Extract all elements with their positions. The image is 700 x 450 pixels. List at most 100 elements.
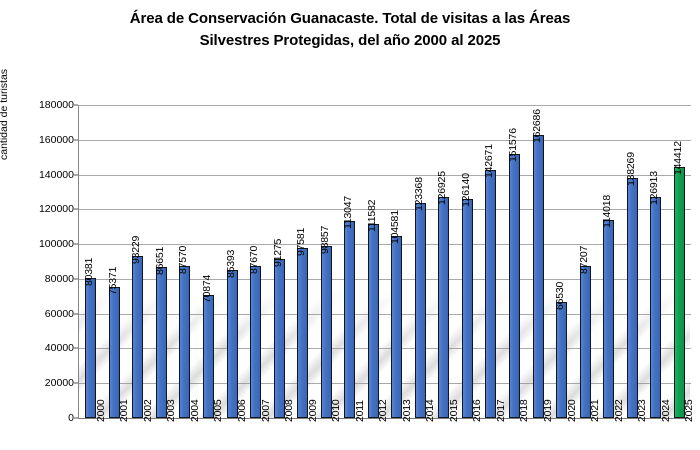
gridline xyxy=(79,209,691,211)
y-axis-tick-label: 80000 xyxy=(44,272,74,285)
bar[interactable] xyxy=(626,177,638,418)
x-axis-tick-label: 2002 xyxy=(141,399,154,422)
gridline xyxy=(79,348,691,350)
chart-title-line-2: Silvestres Protegidas, del año 2000 al 2… xyxy=(199,32,501,49)
x-axis-tick-label: 2000 xyxy=(94,399,107,422)
bar-value-label: 97581 xyxy=(295,228,308,257)
plot-area: 80381 75371 93229 86651 87570 70874 85393 87670… xyxy=(78,105,691,419)
x-axis-tick-label: 2005 xyxy=(212,399,225,422)
bar[interactable] xyxy=(391,236,403,418)
chart-title-line-1: Área de Conservación Guanacaste. Total d… xyxy=(129,10,571,27)
bar-value-label: 144412 xyxy=(671,141,684,175)
bar[interactable] xyxy=(673,166,685,418)
bar-value-label: 114018 xyxy=(601,194,614,228)
bar[interactable] xyxy=(132,255,144,418)
y-axis-tick-label: 40000 xyxy=(44,342,74,355)
bar-value-label: 75371 xyxy=(106,266,119,295)
bar[interactable] xyxy=(532,135,544,418)
bar[interactable] xyxy=(579,266,591,418)
y-axis-tick-label: 180000 xyxy=(38,99,74,111)
x-axis-tick-label: 2016 xyxy=(471,399,484,422)
bar-value-label: 86651 xyxy=(153,247,166,276)
x-axis-tick-label: 2015 xyxy=(447,399,460,422)
bar-value-label: 113047 xyxy=(342,196,355,230)
bar[interactable] xyxy=(85,278,97,418)
gridline xyxy=(79,383,691,385)
y-axis-tick-label: 20000 xyxy=(44,377,74,390)
x-axis-tick-label: 2007 xyxy=(259,399,272,422)
bar-value-label: 87570 xyxy=(177,245,190,274)
bar-value-label: 85393 xyxy=(224,249,237,278)
bar[interactable] xyxy=(650,197,662,418)
bar[interactable] xyxy=(344,221,356,418)
bar-value-label: 138269 xyxy=(624,151,637,186)
gridline xyxy=(79,313,691,315)
x-axis-tick-label: 2023 xyxy=(636,399,649,422)
bar[interactable] xyxy=(155,267,167,418)
x-axis-tick-label: 2009 xyxy=(306,399,319,422)
bar-value-label: 91275 xyxy=(271,239,284,268)
x-axis-tick-label: 2018 xyxy=(518,399,531,422)
x-axis-tick-label: 2022 xyxy=(612,399,625,422)
bar[interactable] xyxy=(108,286,120,418)
bar-value-label: 126913 xyxy=(648,171,661,206)
bar-value-label: 80381 xyxy=(83,258,96,287)
x-axis-tick-label: 2019 xyxy=(542,399,554,422)
gridline xyxy=(79,139,691,141)
x-axis-tick-label: 2003 xyxy=(165,399,178,422)
gridline xyxy=(79,278,691,280)
x-axis-line xyxy=(78,418,690,419)
bar[interactable] xyxy=(250,265,262,418)
x-axis-tick-label: 2013 xyxy=(400,399,413,422)
x-axis-tick-label: 2001 xyxy=(118,399,131,422)
bar[interactable] xyxy=(273,259,285,418)
x-axis-tick-label: 2017 xyxy=(494,399,507,422)
y-axis-tick-mark xyxy=(74,347,78,349)
bar-value-label: 87670 xyxy=(248,245,261,274)
x-axis-tick-label: 2011 xyxy=(353,400,366,422)
bar[interactable] xyxy=(202,294,214,418)
x-axis-tick-label: 2014 xyxy=(424,399,437,422)
bar-value-label: 111582 xyxy=(365,199,378,232)
bar[interactable] xyxy=(438,197,450,418)
x-axis-tick-label: 2008 xyxy=(283,399,296,422)
bar-value-label: 151576 xyxy=(506,128,519,163)
bar-value-label: 93229 xyxy=(130,235,143,264)
x-axis-tick-label: 2010 xyxy=(330,399,343,422)
y-axis-tick-mark xyxy=(74,382,78,384)
bar-value-label: 126140 xyxy=(459,172,472,207)
y-axis-tick-label: 100000 xyxy=(38,238,74,251)
bar[interactable] xyxy=(461,198,473,418)
bar[interactable] xyxy=(485,169,497,418)
bar[interactable] xyxy=(226,269,238,418)
chart-title: Área de Conservación Guanacaste. Total d… xyxy=(0,8,700,52)
bar[interactable] xyxy=(556,302,568,418)
y-axis-tick-label: 140000 xyxy=(38,168,74,181)
y-axis-tick-mark xyxy=(74,104,78,106)
bar[interactable] xyxy=(179,265,191,418)
x-axis-tick-label: 2025 xyxy=(683,399,696,422)
y-axis-tick-label: 0 xyxy=(68,412,74,424)
bar[interactable] xyxy=(320,246,332,418)
y-axis-tick-mark xyxy=(74,243,78,245)
y-axis-tick-mark xyxy=(74,208,78,210)
x-axis-tick-label: 2021 xyxy=(589,399,602,422)
bar[interactable] xyxy=(367,223,379,418)
bar-value-label: 142671 xyxy=(483,144,496,178)
y-axis-tick-mark xyxy=(74,139,78,141)
bar[interactable] xyxy=(414,203,426,418)
bar-value-label: 98857 xyxy=(318,225,331,255)
bar-value-label: 66530 xyxy=(554,282,567,311)
gridline xyxy=(79,244,691,246)
y-axis-tick-label: 120000 xyxy=(38,203,74,216)
y-axis-tick-label: 160000 xyxy=(38,133,74,146)
gridline xyxy=(79,174,691,176)
y-axis-tick-mark xyxy=(74,278,78,280)
bar[interactable] xyxy=(603,219,615,418)
bar[interactable] xyxy=(508,154,520,418)
y-axis-title: cantidad de turistas xyxy=(0,68,10,160)
x-axis-tick-label: 2020 xyxy=(565,399,578,422)
bar[interactable] xyxy=(297,248,309,418)
bar-value-label: 126925 xyxy=(436,171,449,206)
